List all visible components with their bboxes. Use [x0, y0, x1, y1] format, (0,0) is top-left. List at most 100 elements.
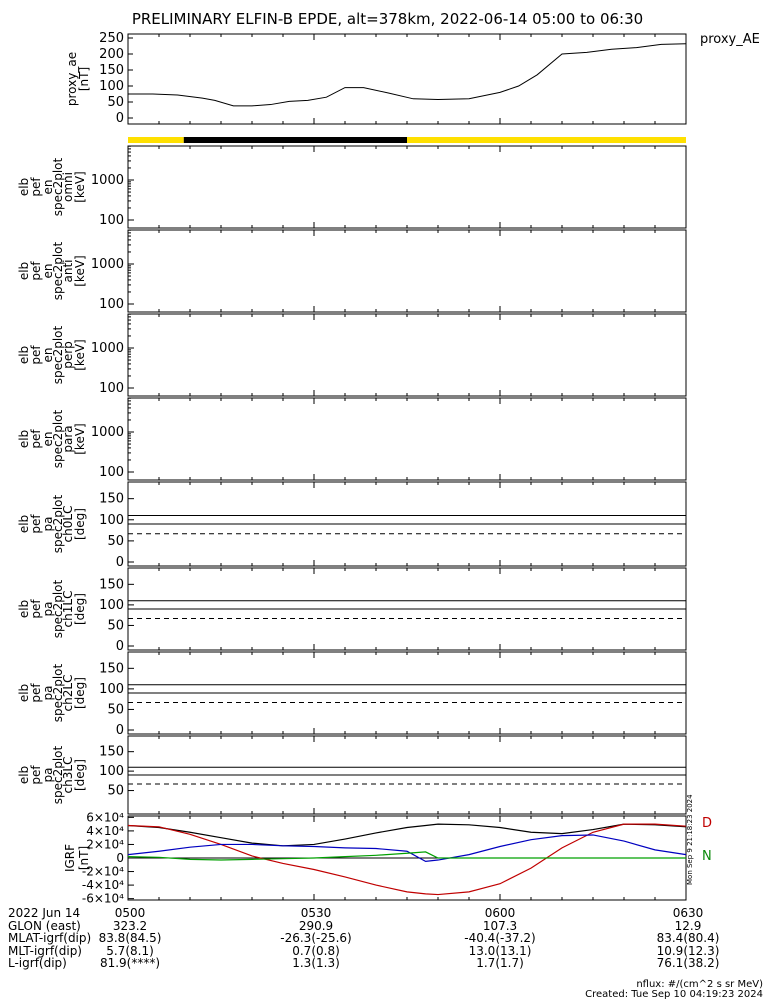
omni-ylabel: [keV] — [73, 171, 87, 202]
chart-title: PRELIMINARY ELFIN-B EPDE, alt=378km, 202… — [131, 10, 644, 28]
igrf-ytick-label: 0 — [116, 851, 124, 865]
side-timestamp: Mon Sep 9 21:18:23 2024 — [686, 794, 694, 885]
ch1LC-ylabel: [deg] — [73, 593, 87, 625]
ch0LC-ytick-label: 0 — [116, 555, 124, 570]
ch1LC-ylabel: elb — [17, 600, 31, 618]
ephemeris-value: 1.7(1.7) — [476, 956, 524, 970]
ch1LC-ylabel: pa — [41, 602, 55, 617]
perp-ylabel: elb — [17, 346, 31, 364]
proxy-ae-ylabel: proxy_ae — [65, 52, 79, 106]
ephemeris-label: MLT-igrf(dip) — [8, 943, 82, 958]
perp-ylabel: pef — [29, 345, 43, 365]
igrf-ytick-label: -4×10⁴ — [82, 878, 124, 892]
omni-ylabel: spec2plot — [51, 157, 65, 216]
ephemeris-value: 290.9 — [298, 918, 334, 933]
omni-ytick-label: 100 — [99, 213, 124, 228]
para-ylabel: elb — [17, 430, 31, 448]
ephemeris-value: 12.9 — [674, 918, 702, 933]
ch3LC-ytick-label: 50 — [107, 784, 124, 799]
ch0LC-ylabel: pa — [41, 517, 55, 532]
ch2LC-ytick-label: 100 — [99, 682, 124, 697]
perp-ylabel: perp — [61, 341, 75, 369]
igrf-n-label: N — [702, 849, 712, 864]
ch2LC-ytick-label: 50 — [107, 702, 124, 717]
omni-ylabel: omni — [61, 172, 75, 202]
ephemeris-row: GLON (east) 323.2 290.9 107.3 12.9 — [8, 920, 768, 932]
ch1LC-ytick-label: 50 — [107, 618, 124, 633]
para-ylabel: para — [61, 425, 75, 452]
ephemeris-value: 0600 — [484, 906, 516, 920]
ephemeris-row: L-igrf(dip) 81.9(****) 1.3(1.3) 1.7(1.7) 76.… — [8, 957, 768, 969]
proxy-ae-ylabel: [nT] — [77, 67, 91, 91]
igrf-series-0 — [127, 823, 687, 847]
ch2LC-ylabel: elb — [17, 684, 31, 702]
igrf-ylabel: [nT] — [77, 846, 91, 870]
igrf-series-3 — [127, 851, 686, 861]
ch2LC-ylabel: pa — [41, 686, 55, 701]
ch0LC-ylabel: spec2plot — [51, 494, 65, 553]
igrf-d-label: D — [702, 816, 713, 831]
proxy-ae-ytick-label: 100 — [99, 79, 124, 94]
proxy-ae-line — [128, 43, 687, 107]
ephemeris-value: 5.7(8.1) — [106, 943, 154, 958]
ch1LC-ylabel: pef — [29, 599, 43, 619]
omni-ylabel: pef — [29, 177, 43, 197]
igrf-ytick-label: 4×10⁴ — [86, 824, 124, 838]
omni-frame — [127, 145, 687, 229]
para-ylabel: [keV] — [73, 423, 87, 454]
ch3LC-ytick-label: 150 — [99, 745, 124, 760]
ephemeris-label: GLON (east) — [8, 918, 81, 933]
ephemeris-value: 10.9(12.3) — [656, 943, 720, 958]
para-ylabel: en — [41, 432, 55, 447]
ephemeris-value: -26.3(-25.6) — [280, 931, 352, 945]
ch0LC-ytick-label: 50 — [107, 534, 124, 549]
para-ylabel: spec2plot — [51, 409, 65, 468]
ephemeris-label: 2022 Jun 14 — [8, 906, 81, 920]
ch3LC-ylabel: pa — [41, 768, 55, 783]
ephemeris-row: 2022 Jun 14 0500 0530 0600 0630 — [8, 907, 768, 919]
anti-ylabel: spec2plot — [51, 241, 65, 300]
ch3LC-ylabel: elb — [17, 766, 31, 784]
status-bar-segment — [183, 137, 407, 143]
ch2LC-ytick-label: 150 — [99, 661, 124, 676]
ephemeris-label: L-igrf(dip) — [8, 956, 67, 970]
ch0LC-ylabel: ch0LC — [61, 506, 75, 543]
proxy-ae-ytick-label: 200 — [99, 47, 124, 62]
ch0LC-ytick-label: 150 — [99, 492, 124, 507]
ch0LC-ylabel: pef — [29, 514, 43, 534]
ephemeris-value: 0530 — [300, 906, 332, 920]
perp-ylabel: spec2plot — [51, 325, 65, 384]
perp-ytick-label: 100 — [99, 381, 124, 396]
proxy-ae-ytick-label: 0 — [116, 111, 124, 126]
ephemeris-value: 323.2 — [112, 918, 148, 933]
ch0LC-ytick-label: 100 — [99, 513, 124, 528]
perp-ylabel: en — [41, 348, 55, 363]
igrf-ytick-label: 2×10⁴ — [86, 837, 124, 851]
omni-ylabel: elb — [17, 178, 31, 196]
ch3LC-ylabel: ch3LC — [61, 757, 75, 794]
ephemeris-value: 0500 — [114, 906, 146, 920]
ephemeris-value: 81.9(****) — [99, 956, 161, 970]
ephemeris-value: 0.7(0.8) — [292, 943, 340, 958]
anti-ylabel: elb — [17, 262, 31, 280]
anti-frame — [127, 229, 687, 313]
igrf-ytick-label: -2×10⁴ — [82, 865, 124, 879]
ch1LC-ytick-label: 0 — [116, 639, 124, 654]
omni-ytick-label: 1000 — [91, 173, 124, 188]
para-ytick-label: 100 — [99, 465, 124, 480]
ch3LC-ylabel: pef — [29, 765, 43, 785]
para-frame — [127, 397, 687, 481]
ephemeris-row: MLAT-igrf(dip) 83.8(84.5) -26.3(-25.6) -40.… — [8, 932, 768, 944]
proxy-ae-ytick-label: 250 — [99, 31, 124, 46]
anti-ylabel: [keV] — [73, 255, 87, 286]
ch3LC-ylabel: spec2plot — [51, 745, 65, 804]
anti-ylabel: en — [41, 264, 55, 279]
ephemeris-value: 83.4(80.4) — [656, 931, 720, 945]
ch1LC-ytick-label: 150 — [99, 577, 124, 592]
anti-ytick-label: 100 — [99, 297, 124, 312]
ephemeris-value: 0630 — [672, 906, 704, 920]
ch2LC-ytick-label: 0 — [116, 723, 124, 738]
igrf-ytick-label: 6×10⁴ — [86, 810, 124, 824]
perp-frame — [127, 313, 687, 397]
perp-ylabel: [keV] — [73, 339, 87, 370]
